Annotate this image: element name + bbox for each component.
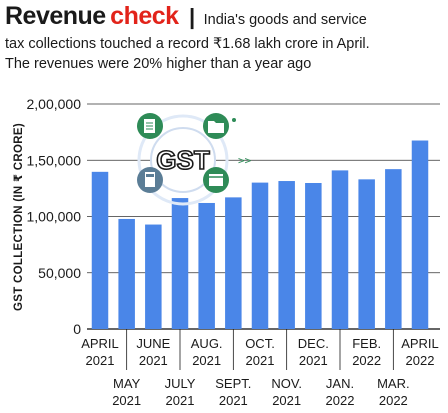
gst-icon: GST >> xyxy=(137,113,252,206)
x-tick-label: JULY 2021 xyxy=(165,376,196,408)
x-tick-label: OCT. 2021 xyxy=(245,336,275,368)
x-tick-label: SEPT. 2021 xyxy=(215,376,251,408)
y-tick-labels: 0 50,000 1,00,000 1,50,000 2,00,000 xyxy=(27,96,82,337)
bar xyxy=(225,197,242,329)
x-tick-labels: APRIL 2021 MAY 2021 JUNE 2021 JULY 2021 AUG. 2021… xyxy=(81,329,439,408)
bar xyxy=(305,182,322,329)
title-line: Revenue check | India's goods and servic… xyxy=(5,2,445,34)
x-tick-label: MAR. 2022 xyxy=(377,376,410,408)
gst-label: GST xyxy=(156,145,210,175)
x-tick-label: APRIL 2022 xyxy=(401,336,439,368)
bar xyxy=(358,179,375,329)
svg-text:>>: >> xyxy=(238,154,252,167)
y-tick-label: 0 xyxy=(73,321,81,337)
bar xyxy=(331,170,349,329)
bar xyxy=(385,169,402,329)
x-tick-label: DEC. 2021 xyxy=(298,336,329,368)
x-tick-label: JAN. 2022 xyxy=(326,376,355,408)
y-tick-label: 1,50,000 xyxy=(27,152,82,168)
y-tick-label: 2,00,000 xyxy=(27,96,82,112)
bar xyxy=(171,198,189,329)
bar xyxy=(118,218,135,329)
subtitle-line-2: tax collections touched a record ₹1.68 l… xyxy=(5,36,370,52)
y-tick-label: 50,000 xyxy=(38,265,81,281)
y-tick-label: 1,00,000 xyxy=(27,209,82,225)
chart-title-accent: check xyxy=(110,2,179,30)
title-separator: | xyxy=(189,4,196,29)
x-tick-label: JUNE 2021 xyxy=(136,336,170,368)
calendar-icon xyxy=(203,167,229,193)
bar xyxy=(198,202,215,329)
x-tick-label: MAY 2021 xyxy=(112,376,141,408)
y-axis-label: GST COLLECTION (IN ₹ CRORE) xyxy=(13,123,25,311)
bar xyxy=(145,224,162,329)
bar xyxy=(411,140,429,329)
subtitle-line-3: The revenues were 20% higher than a year… xyxy=(5,56,312,72)
x-tick-label: AUG. 2021 xyxy=(191,336,223,368)
bar xyxy=(91,171,109,329)
document-icon xyxy=(137,113,163,139)
bar xyxy=(278,181,295,329)
chart-title-main: Revenue xyxy=(5,2,106,30)
subtitle-line-1: India's goods and service xyxy=(203,12,367,28)
bars xyxy=(91,140,429,329)
folder-icon xyxy=(203,113,229,139)
bar xyxy=(251,182,269,329)
x-tick-label: FEB. 2022 xyxy=(352,336,381,368)
chart-header: Revenue check | India's goods and servic… xyxy=(5,2,445,74)
x-tick-label: NOV. 2021 xyxy=(271,376,302,408)
calculator-icon xyxy=(137,167,163,193)
x-tick-label: APRIL 2021 xyxy=(81,336,119,368)
